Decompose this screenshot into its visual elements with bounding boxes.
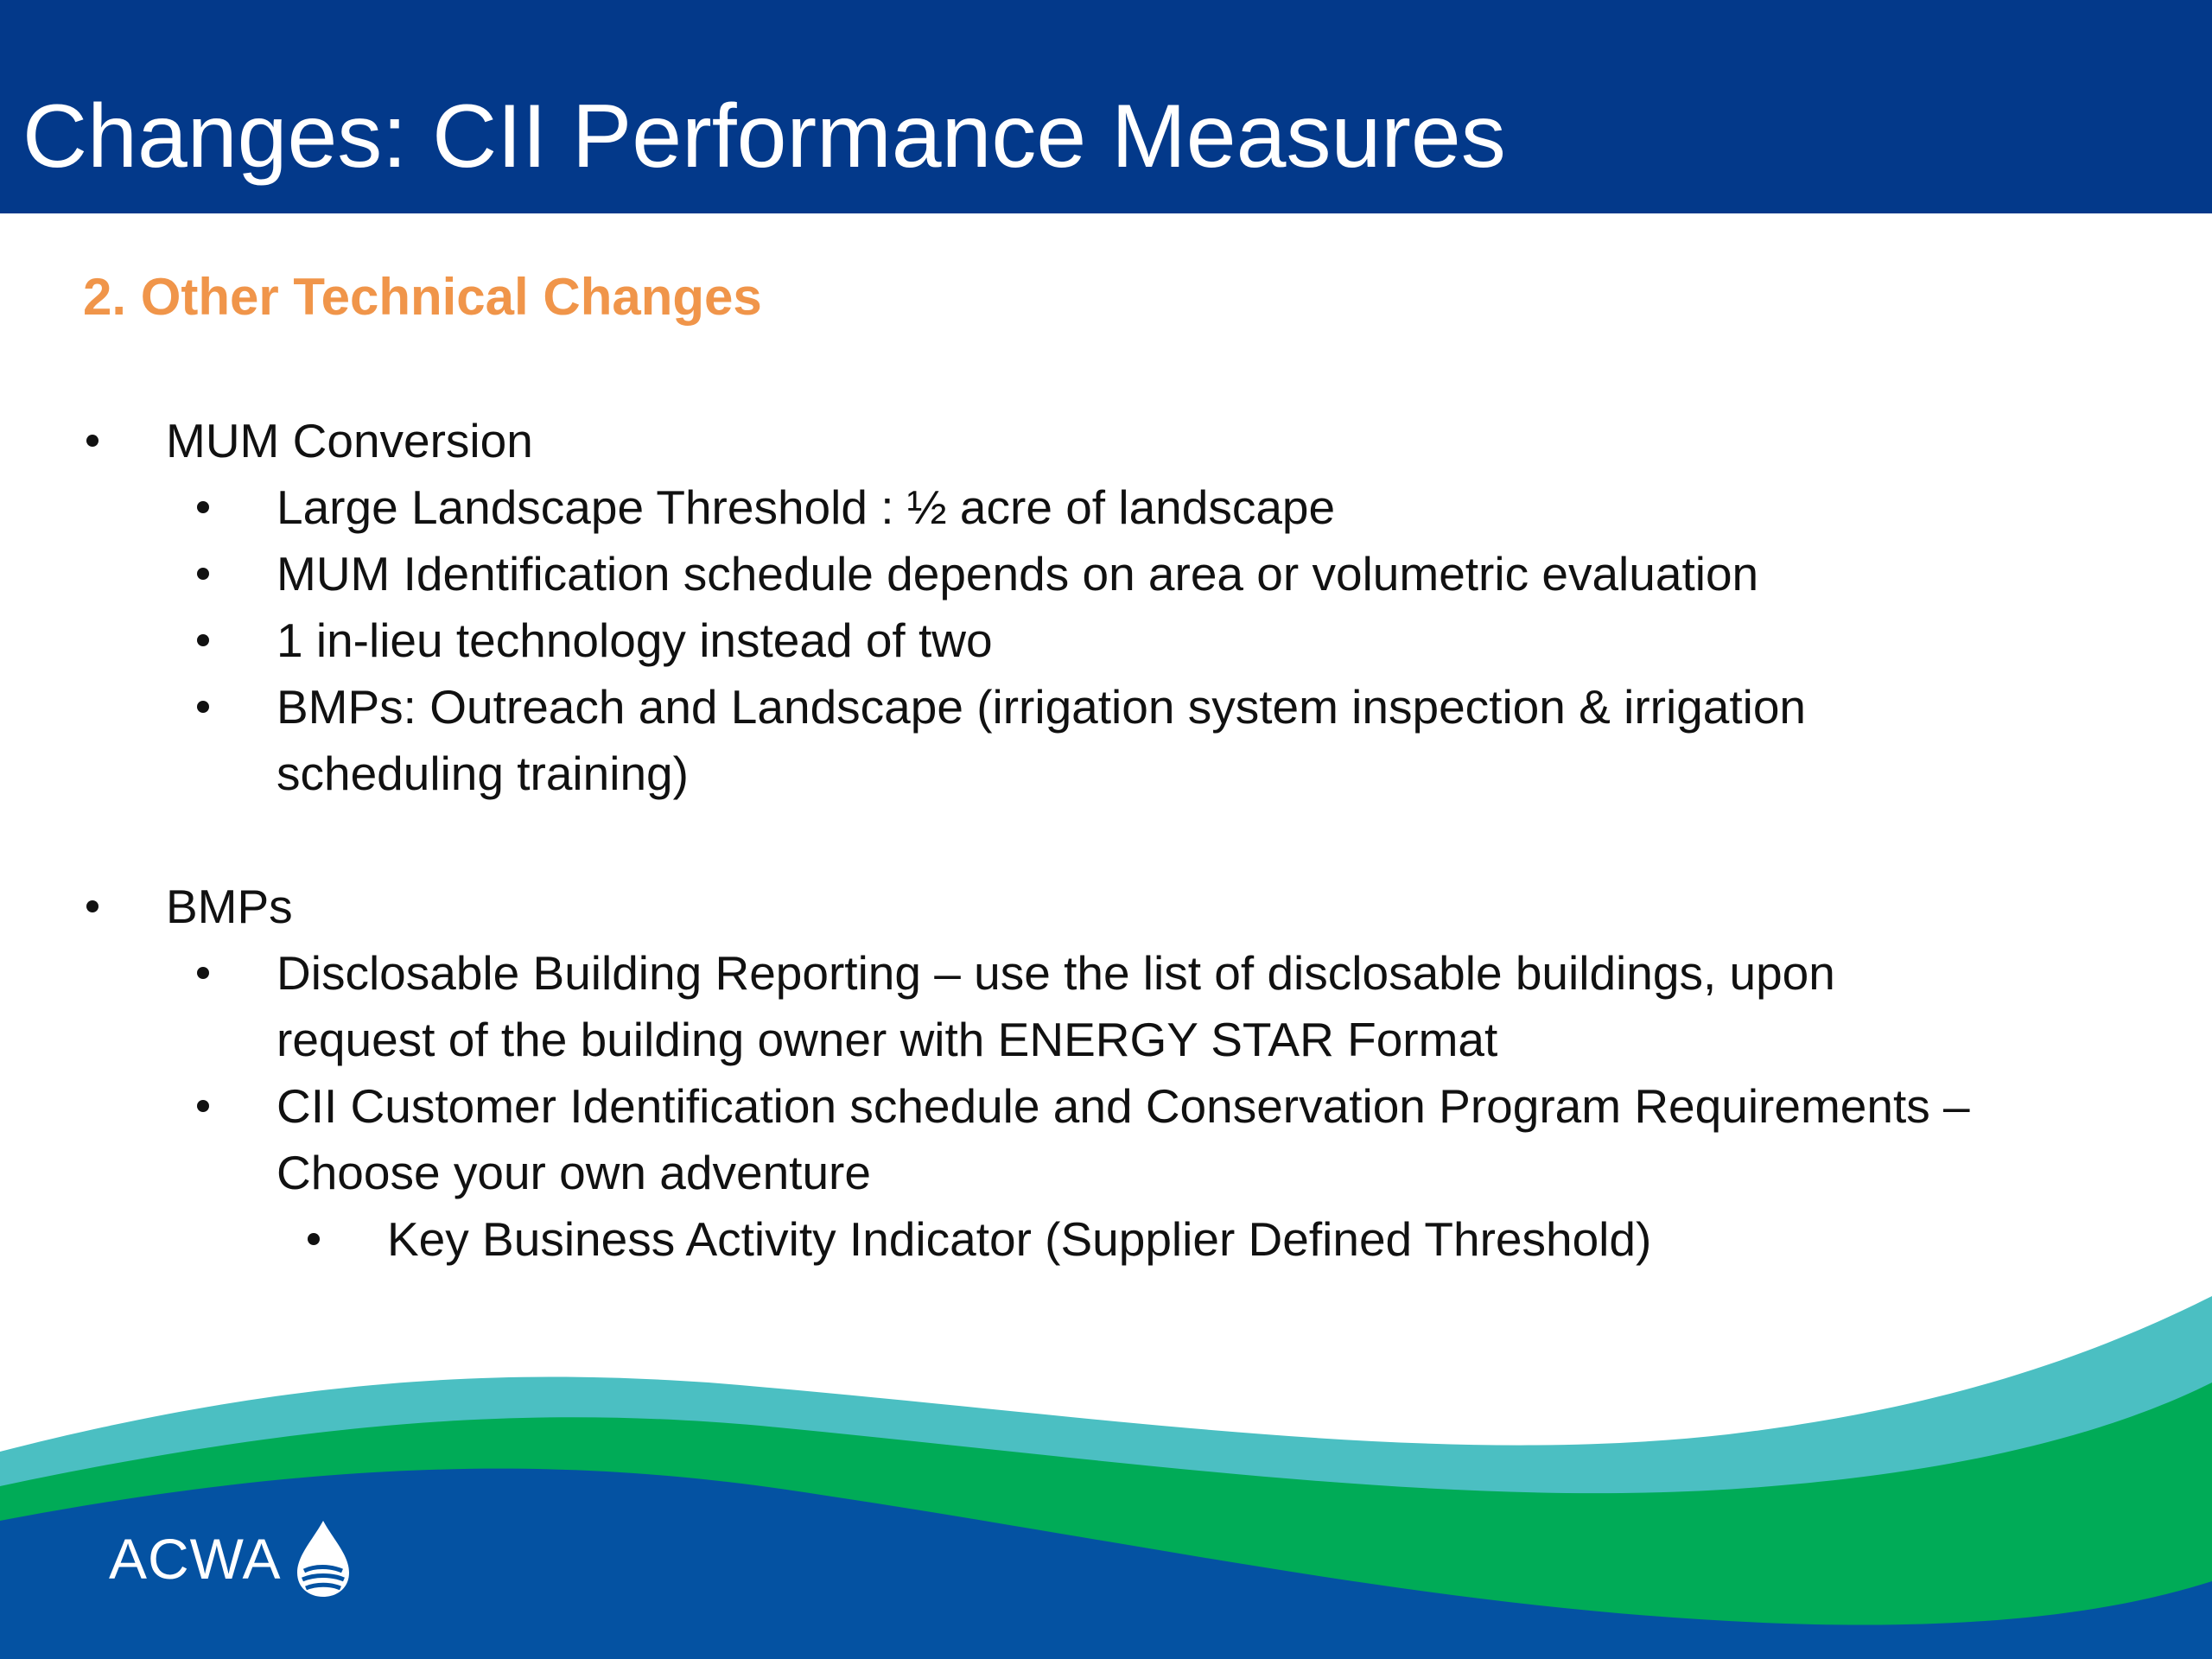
acwa-logo: ACWA (109, 1517, 359, 1600)
bullet-icon (197, 634, 209, 646)
slide-title: Changes: CII Performance Measures (22, 86, 1506, 187)
list-item: 1 in-lieu technology instead of two (276, 613, 993, 667)
bullet-icon (308, 1233, 320, 1245)
list-item: CII Customer Identification schedule and… (276, 1079, 1970, 1133)
list-item-continuation: scheduling training) (276, 747, 689, 800)
list-item-continuation: Choose your own adventure (276, 1146, 871, 1199)
logo-text: ACWA (109, 1527, 282, 1591)
list-item-bmps: BMPs (166, 880, 293, 933)
list-item: Key Business Activity Indicator (Supplie… (387, 1212, 1652, 1266)
bullet-icon (197, 1100, 209, 1112)
bullet-icon (197, 967, 209, 979)
list-item: Disclosable Building Reporting – use the… (276, 946, 1835, 1000)
bullet-icon (197, 701, 209, 713)
list-item: MUM Identification schedule depends on a… (276, 547, 1759, 601)
bullet-icon (86, 435, 99, 447)
list-item-continuation: request of the building owner with ENERG… (276, 1013, 1498, 1066)
bullet-list: MUM Conversion Large Landscape Threshold… (86, 414, 1970, 1266)
title-bar: Changes: CII Performance Measures (0, 0, 2212, 213)
list-item-mum: MUM Conversion (166, 414, 533, 467)
list-item: Large Landscape Threshold : ½ acre of la… (276, 480, 1336, 534)
list-item: BMPs: Outreach and Landscape (irrigation… (276, 680, 1807, 734)
bullet-icon (86, 900, 99, 912)
bullet-icon (197, 568, 209, 580)
wave-teal (0, 1296, 2212, 1659)
water-drop-icon (297, 1521, 349, 1597)
bullet-icon (197, 501, 209, 513)
slide-subtitle: 2. Other Technical Changes (83, 268, 762, 326)
